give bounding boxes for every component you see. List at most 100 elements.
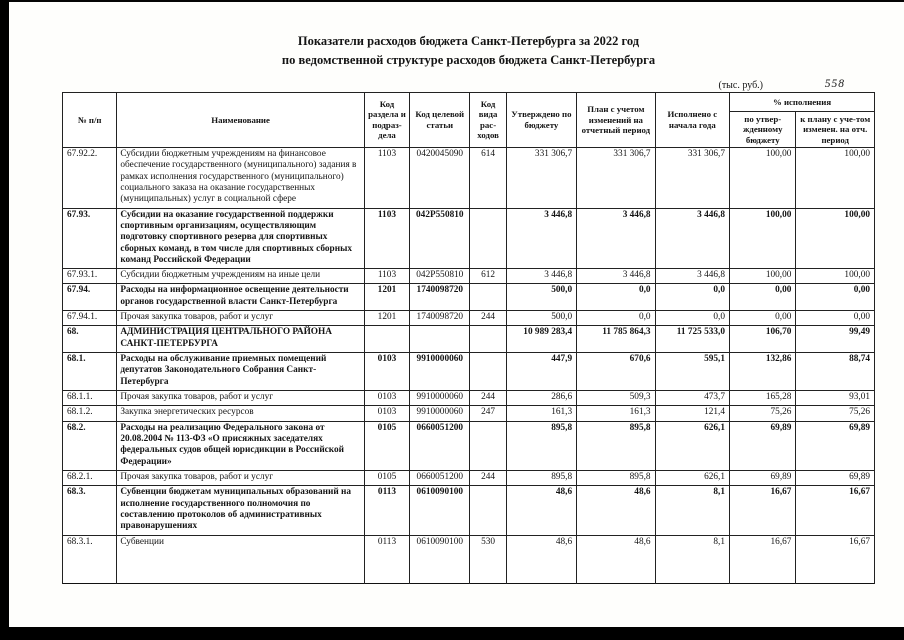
- pct-of-plan-cell: 100,00: [795, 207, 875, 270]
- executed-from-year-start-cell: 626,1: [654, 470, 731, 487]
- plan-with-changes-cell: 895,8: [576, 470, 656, 487]
- target-article-code-cell: 042P550810: [409, 268, 471, 285]
- pct-of-approved-cell: 165,28: [729, 390, 797, 407]
- expense-type-code-cell: 612: [469, 268, 507, 285]
- section-code-cell: 1103: [363, 268, 411, 285]
- row-name-cell: Субвенции: [116, 534, 365, 584]
- approved-budget-cell: 895,8: [505, 470, 578, 487]
- approved-budget-cell: 48,6: [505, 534, 578, 584]
- row-name-cell: Субвенции бюджетам муниципальных образов…: [116, 485, 365, 536]
- table-row: 68.3.1. Субвенции 0113 0610090100 530 48…: [61, 534, 875, 584]
- pct-of-approved-cell: 16,67: [729, 485, 797, 536]
- plan-with-changes-cell: 0,0: [576, 310, 656, 327]
- target-article-code-cell: 1740098720: [409, 283, 471, 312]
- row-number-cell: 67.94.1.: [61, 310, 118, 327]
- expense-type-code-cell: 530: [469, 534, 507, 584]
- row-number-cell: 68.3.: [61, 485, 118, 536]
- target-article-code-cell: 0420045090: [409, 146, 471, 209]
- row-number-cell: 68.3.1.: [61, 534, 118, 584]
- header-section-code: Код раздела и подраз-дела: [363, 91, 411, 148]
- table-header: № п/п Наименование Код раздела и подраз-…: [61, 91, 875, 148]
- target-article-code-cell: 0610090100: [409, 485, 471, 536]
- pct-of-plan-cell: 99,49: [795, 325, 875, 354]
- row-number-cell: 68.1.1.: [61, 390, 118, 407]
- executed-from-year-start-cell: 626,1: [654, 420, 731, 472]
- header-pct-approved: по утвер-жденному бюджету: [729, 110, 797, 148]
- expense-type-code-cell: [469, 283, 507, 312]
- table-row: 67.92.2. Субсидии бюджетным учреждениям …: [61, 146, 875, 209]
- target-article-code-cell: 9910000060: [409, 390, 471, 407]
- table-row: 68.1.1. Прочая закупка товаров, работ и …: [61, 390, 875, 407]
- document-page: Показатели расходов бюджета Санкт-Петерб…: [61, 26, 875, 584]
- pct-of-plan-cell: 0,00: [795, 310, 875, 327]
- table-row: 68.3. Субвенции бюджетам муниципальных о…: [61, 485, 875, 536]
- pct-of-plan-cell: 69,89: [795, 420, 875, 472]
- approved-budget-cell: 10 989 283,4: [505, 325, 578, 354]
- title-line-1: Показатели расходов бюджета Санкт-Петерб…: [297, 34, 640, 48]
- pct-of-approved-cell: 100,00: [729, 268, 797, 285]
- row-name-cell: Субсидии бюджетным учреждениям на финанс…: [116, 146, 365, 209]
- pct-of-approved-cell: 69,89: [729, 420, 797, 472]
- executed-from-year-start-cell: 3 446,8: [654, 268, 731, 285]
- plan-with-changes-cell: 48,6: [576, 485, 656, 536]
- table-row: 67.94. Расходы на информационное освещен…: [61, 283, 875, 312]
- row-name-cell: Прочая закупка товаров, работ и услуг: [116, 390, 365, 407]
- pct-of-plan-cell: 93,01: [795, 390, 875, 407]
- header-num: № п/п: [61, 91, 118, 148]
- expense-type-code-cell: [469, 420, 507, 472]
- section-code-cell: 0103: [363, 352, 411, 392]
- executed-from-year-start-cell: 0,0: [654, 283, 731, 312]
- pct-of-approved-cell: 100,00: [729, 146, 797, 209]
- expense-type-code-cell: 614: [469, 146, 507, 209]
- approved-budget-cell: 447,9: [505, 352, 578, 392]
- table-row: 68.2.1. Прочая закупка товаров, работ и …: [61, 470, 875, 487]
- row-name-cell: Расходы на реализацию Федерального закон…: [116, 420, 365, 472]
- executed-from-year-start-cell: 331 306,7: [654, 146, 731, 209]
- table-row: 68. АДМИНИСТРАЦИЯ ЦЕНТРАЛЬНОГО РАЙОНА СА…: [61, 325, 875, 354]
- approved-budget-cell: 3 446,8: [505, 268, 578, 285]
- pct-of-approved-cell: 69,89: [729, 470, 797, 487]
- pct-of-approved-cell: 0,00: [729, 283, 797, 312]
- pct-of-plan-cell: 88,74: [795, 352, 875, 392]
- row-name-cell: Прочая закупка товаров, работ и услуг: [116, 310, 365, 327]
- pct-of-plan-cell: 69,89: [795, 470, 875, 487]
- plan-with-changes-cell: 48,6: [576, 534, 656, 584]
- expense-type-code-cell: [469, 325, 507, 354]
- pct-of-plan-cell: 100,00: [795, 268, 875, 285]
- row-number-cell: 67.94.: [61, 283, 118, 312]
- pct-of-approved-cell: 0,00: [729, 310, 797, 327]
- row-name-cell: АДМИНИСТРАЦИЯ ЦЕНТРАЛЬНОГО РАЙОНА САНКТ-…: [116, 325, 365, 354]
- header-executed: Исполнено с начала года: [654, 91, 731, 148]
- plan-with-changes-cell: 331 306,7: [576, 146, 656, 209]
- row-number-cell: 68.1.: [61, 352, 118, 392]
- executed-from-year-start-cell: 3 446,8: [654, 207, 731, 270]
- table-row: 67.94.1. Прочая закупка товаров, работ и…: [61, 310, 875, 327]
- table-row: 67.93. Субсидии на оказание государствен…: [61, 207, 875, 270]
- expense-type-code-cell: [469, 352, 507, 392]
- executed-from-year-start-cell: 121,4: [654, 405, 731, 422]
- approved-budget-cell: 500,0: [505, 310, 578, 327]
- header-approved: Утверждено по бюджету: [505, 91, 578, 148]
- target-article-code-cell: 0660051200: [409, 470, 471, 487]
- section-code-cell: 0113: [363, 534, 411, 584]
- scan-edge-top: [0, 0, 904, 2]
- executed-from-year-start-cell: 595,1: [654, 352, 731, 392]
- pct-of-plan-cell: 16,67: [795, 534, 875, 584]
- row-number-cell: 67.93.: [61, 207, 118, 270]
- title-line-2: по ведомственной структуре расходов бюдж…: [281, 53, 656, 68]
- header-name: Наименование: [116, 91, 365, 148]
- section-code-cell: [363, 325, 411, 354]
- executed-from-year-start-cell: 473,7: [654, 390, 731, 407]
- target-article-code-cell: 0660051200: [409, 420, 471, 472]
- budget-table: № п/п Наименование Код раздела и подраз-…: [61, 91, 875, 584]
- plan-with-changes-cell: 3 446,8: [576, 207, 656, 270]
- header-type-code: Код вида рас-ходов: [469, 91, 507, 148]
- row-number-cell: 68.: [61, 325, 118, 354]
- pct-of-approved-cell: 100,00: [729, 207, 797, 270]
- expense-type-code-cell: 244: [469, 310, 507, 327]
- pct-of-approved-cell: 106,70: [729, 325, 797, 354]
- plan-with-changes-cell: 895,8: [576, 420, 656, 472]
- header-pct-plan: к плану с уче-том изменен. на отч. перио…: [795, 110, 875, 148]
- row-number-cell: 67.92.2.: [61, 146, 118, 209]
- section-code-cell: 1201: [363, 310, 411, 327]
